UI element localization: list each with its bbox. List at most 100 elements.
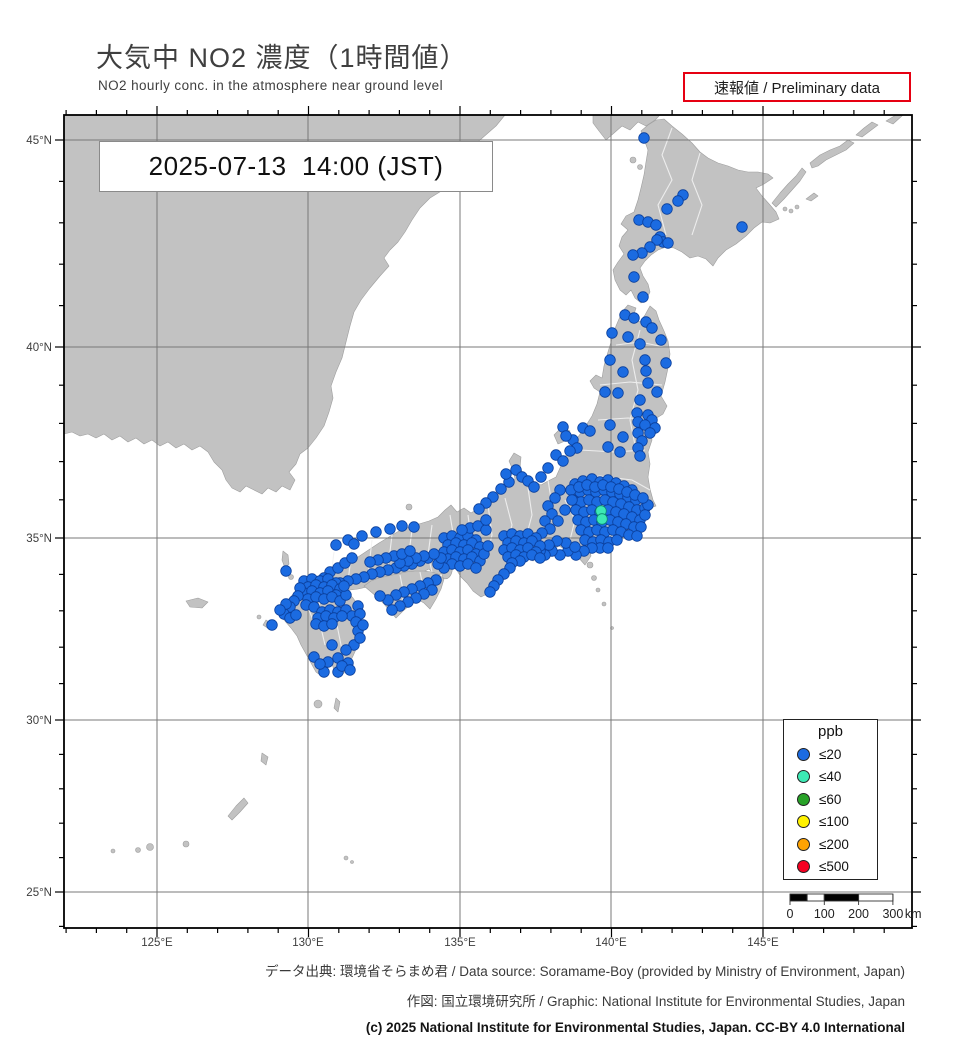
station-dot-blue (604, 419, 616, 431)
land-etorofu (809, 139, 855, 169)
station-dots (266, 132, 748, 678)
land-hokkaido (612, 118, 780, 304)
station-dot-blue (566, 494, 578, 506)
station-dot-blue (456, 524, 468, 536)
axis-tick-label: 145°E (747, 937, 779, 949)
land-amami (260, 752, 269, 766)
station-dot-blue (480, 524, 492, 536)
station-dot-blue (549, 492, 561, 504)
station-dot-blue (634, 338, 646, 350)
station-dot-blue (470, 562, 482, 574)
land-tanegashima (333, 697, 341, 713)
station-dot-blue (344, 664, 356, 676)
scale-bar-label: 300 (882, 907, 903, 921)
legend-item: ≤100 (784, 811, 877, 834)
station-dot-blue (655, 334, 667, 346)
station-dot-blue (639, 354, 651, 366)
station-dot-blue (336, 610, 348, 622)
scale-bar-segment (823, 893, 860, 902)
station-dot-blue (628, 271, 640, 283)
station-dot-blue (606, 327, 618, 339)
axis-ticks (55, 106, 921, 937)
station-dot-blue (326, 618, 338, 630)
station-dot-blue (644, 427, 656, 439)
station-dot-cyan (596, 513, 608, 525)
legend-title: ppb (817, 723, 844, 740)
station-dot-blue (280, 565, 292, 577)
graticule-gridlines (64, 115, 912, 928)
axis-labels: 125°E 130°E 135°E 140°E 145°E 45°N 40°N 35°N 30°… (26, 135, 779, 949)
station-dot-blue (290, 609, 302, 621)
legend-item-label: ≤500 (819, 859, 849, 875)
legend-color-dot (797, 747, 810, 761)
land-rebun (637, 164, 643, 170)
graphic-credit: 作図: 国立環境研究所 / Graphic: National Institut… (406, 994, 905, 1009)
station-dot-blue (736, 221, 748, 233)
station-dot-blue (661, 203, 673, 215)
station-dot-blue (662, 237, 674, 249)
scale-bar-label: 100 (814, 907, 835, 921)
station-dot-blue (564, 445, 576, 457)
station-dot-blue (639, 509, 651, 521)
station-dot-blue (642, 377, 654, 389)
station-dot-blue (631, 530, 643, 542)
land-sakhalin (592, 115, 661, 141)
station-dot-blue (559, 504, 571, 516)
station-dot-blue (622, 331, 634, 343)
data-source-credit: データ出典: 環境省そらまめ君 / Data source: Soramame-… (265, 964, 905, 979)
station-dot-blue (326, 639, 338, 651)
footer-credits: データ出典: 環境省そらまめ君 / Data source: Soramame-… (265, 960, 905, 1045)
map-legend: ppb ≤20 ≤40 ≤60 ≤100 ≤200 ≤500 (783, 719, 878, 880)
land-oki (405, 503, 413, 511)
page-title: 大気中 NO2 濃度（1時間値） (96, 43, 468, 73)
axis-tick-label: 45°N (26, 135, 52, 147)
station-dot-blue (338, 580, 350, 592)
station-dot-blue (274, 604, 286, 616)
station-dot-blue (356, 530, 368, 542)
axis-tick-label: 130°E (292, 937, 324, 949)
land-kunashiri (771, 167, 807, 208)
legend-item: ≤20 (784, 743, 877, 766)
station-dot-blue (266, 619, 278, 631)
station-dot-blue (569, 541, 581, 553)
scale-bar-label: 200 (848, 907, 869, 921)
station-dot-blue (473, 503, 485, 515)
station-dot-blue (560, 430, 572, 442)
land-iki (288, 574, 294, 580)
land-miyako (182, 840, 190, 848)
land-okinawa (227, 797, 249, 821)
station-dot-blue (651, 234, 663, 246)
station-dot-blue (340, 644, 352, 656)
station-dot-blue (602, 542, 614, 554)
land-ishigaki (146, 843, 154, 851)
station-dot-blue (557, 455, 569, 467)
timestamp-box: 2025-07-13 14:00 (JST) (99, 141, 493, 192)
station-dot-blue (428, 548, 440, 560)
station-dot-blue (330, 539, 342, 551)
legend-item: ≤60 (784, 788, 877, 811)
preliminary-data-label: 速報値 / Preliminary data (714, 79, 880, 97)
legend-color-dot (797, 815, 810, 829)
station-dot-blue (346, 552, 358, 564)
station-dot-blue (614, 446, 626, 458)
legend-color-dot (797, 770, 810, 784)
land-izu-islands (586, 561, 594, 569)
legend-item-label: ≤200 (819, 836, 849, 852)
station-dot-blue (637, 492, 649, 504)
station-dot-blue (354, 632, 366, 644)
axis-tick-label: 25°N (26, 887, 52, 899)
station-dot-blue (480, 514, 492, 526)
station-dot-blue (650, 219, 662, 231)
station-dot-blue (651, 386, 663, 398)
station-dot-blue (348, 538, 360, 550)
land-jeju (185, 597, 209, 609)
station-dot-blue (384, 523, 396, 535)
station-dot-blue (599, 386, 611, 398)
station-dot-blue (611, 534, 623, 546)
legend-item: ≤500 (784, 856, 877, 879)
legend-item-label: ≤40 (819, 769, 842, 785)
axis-tick-label: 30°N (26, 715, 52, 727)
axis-tick-label: 135°E (444, 937, 476, 949)
station-dot-blue (612, 387, 624, 399)
